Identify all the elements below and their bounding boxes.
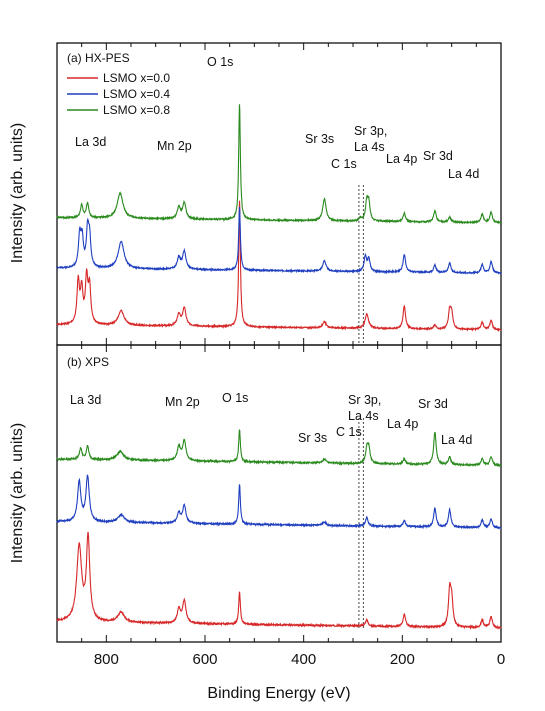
panel-a-spectra: [56, 104, 502, 332]
ann-b-la3d: La 3d: [70, 393, 101, 407]
legend-label-x00: LSMO x=0.0: [103, 71, 170, 85]
series-line-lsmo-x-0-8: [56, 104, 502, 226]
ann-a-la4p: La 4p: [386, 152, 417, 166]
y-axis-title-a: Intensity (arb. units): [9, 123, 26, 264]
series-line-lsmo-x-0-0: [56, 531, 502, 630]
panel-b-annotations: La 3d Mn 2p O 1s Sr 3s C 1s Sr 3p, La 4s…: [70, 391, 472, 447]
ann-a-mn2p: Mn 2p: [157, 139, 192, 153]
ann-b-c1s: C 1s: [336, 425, 362, 439]
ann-a-sr3d: Sr 3d: [423, 149, 453, 163]
ann-a-o1s: O 1s: [207, 55, 233, 69]
ann-b-o1s: O 1s: [222, 391, 248, 405]
legend-label-x08: LSMO x=0.8: [103, 103, 170, 117]
panel-a-label: (a) HX-PES: [67, 51, 130, 65]
x-tick-label: 400: [291, 651, 316, 668]
series-line-lsmo-x-0-8: [56, 429, 502, 468]
ann-a-sr3s: Sr 3s: [305, 132, 334, 146]
legend: LSMO x=0.0 LSMO x=0.4 LSMO x=0.8: [67, 71, 170, 117]
ann-b-la4p: La 4p: [387, 417, 418, 431]
ann-a-sr3p: Sr 3p,: [354, 124, 387, 138]
ann-b-sr3d: Sr 3d: [418, 397, 448, 411]
panel-b-frame: [56, 344, 502, 643]
ann-b-mn2p: Mn 2p: [165, 395, 200, 409]
x-tick-label: 0: [497, 651, 505, 668]
ann-a-la3d: La 3d: [75, 135, 106, 149]
series-line-lsmo-x-0-4: [56, 474, 502, 530]
ann-b-la4d: La 4d: [441, 433, 472, 447]
ann-b-sr3p: Sr 3p,: [348, 393, 381, 407]
panel-b-label: (b) XPS: [67, 355, 109, 369]
series-line-lsmo-x-0-0: [56, 200, 502, 332]
y-axis-title-b: Intensity (arb. units): [9, 423, 26, 564]
ann-b-sr3s: Sr 3s: [298, 431, 327, 445]
x-tick-label: 800: [94, 651, 119, 668]
ann-a-la4d: La 4d: [448, 167, 479, 181]
x-axis-ticks: 800 600 400 200 0: [56, 43, 505, 668]
ann-a-c1s: C 1s: [331, 157, 357, 171]
x-tick-label: 200: [390, 651, 415, 668]
ann-a-la4s: La 4s: [354, 140, 385, 154]
legend-label-x04: LSMO x=0.4: [103, 87, 170, 101]
panel-b-spectra: [56, 429, 502, 630]
x-tick-label: 600: [192, 651, 217, 668]
panel-a-annotations: La 3d Mn 2p O 1s Sr 3s C 1s Sr 3p, La 4s…: [75, 55, 479, 181]
series-line-lsmo-x-0-4: [56, 207, 502, 276]
x-axis-title: Binding Energy (eV): [207, 685, 350, 702]
ann-b-la4s: La 4s: [348, 409, 379, 423]
